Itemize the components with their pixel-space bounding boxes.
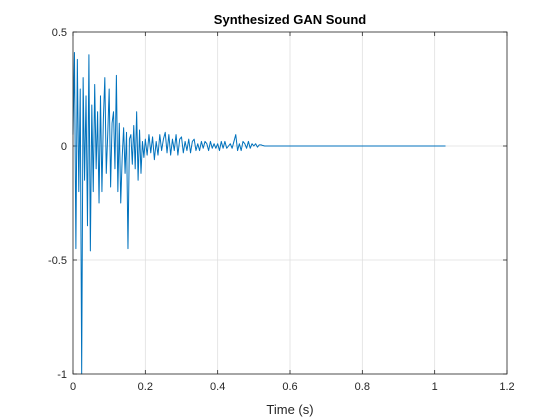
x-tick-label: 0.8 — [355, 381, 370, 393]
y-tick-label: 0.5 — [52, 27, 67, 39]
x-axis-label: Time (s) — [266, 402, 313, 417]
waveform-line — [72, 52, 446, 375]
y-tick-label: 0 — [61, 141, 67, 153]
series-layer — [72, 52, 446, 375]
x-tick-label: 0.2 — [138, 381, 153, 393]
x-tick-label: 1 — [432, 381, 438, 393]
x-tick-label: 0 — [70, 381, 76, 393]
y-tick-label: -1 — [57, 369, 67, 381]
plot-frame — [72, 31, 508, 375]
y-tick-label: -0.5 — [48, 255, 67, 267]
x-tick-label: 0.6 — [282, 381, 297, 393]
x-tick-label: 1.2 — [499, 381, 514, 393]
x-tick-label: 0.4 — [210, 381, 225, 393]
tick-labels: 0 0.2 0.4 0.6 0.8 1 1.2 -1 -0.5 0 0.5 — [48, 27, 515, 393]
chart-title: Synthesized GAN Sound — [214, 12, 366, 27]
